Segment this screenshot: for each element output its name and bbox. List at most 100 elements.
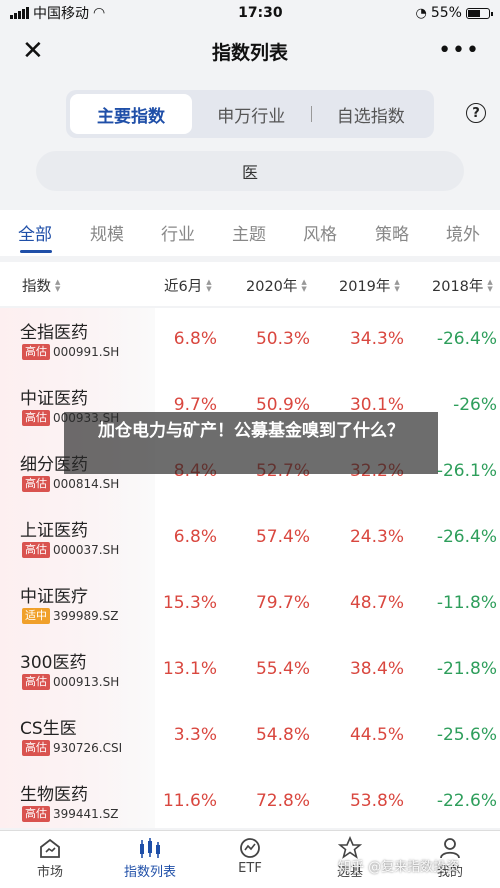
- tab-profile-label: 我的: [436, 865, 463, 880]
- return-2018: -21.8%: [436, 659, 497, 679]
- row-name-cell: CS生医 高估 930726.CSI: [0, 704, 155, 770]
- table-row[interactable]: 生物医药 高估 399441.SZ 11.6% 72.8% 53.8% -22.6…: [0, 770, 500, 828]
- header-6m[interactable]: 近6月 ▲ ▼: [164, 275, 212, 296]
- index-code: 399441.SZ: [53, 807, 119, 821]
- return-2020: 50.9%: [255, 395, 310, 415]
- tab-overseas[interactable]: 境外: [446, 225, 480, 245]
- tab-scale[interactable]: 规模: [90, 225, 124, 245]
- alarm-icon: ◔: [415, 5, 427, 21]
- row-name-cell: 中证医疗 适中 399989.SZ: [0, 572, 155, 638]
- wifi-icon: ◠: [93, 5, 106, 21]
- header-2020[interactable]: 2020年 ▲ ▼: [246, 275, 307, 296]
- sort-icon: ▲ ▼: [487, 277, 493, 293]
- return-2018: -25.6%: [436, 725, 497, 745]
- table-row[interactable]: 中证医疗 适中 399989.SZ 15.3% 79.7% 48.7% -11.8…: [0, 572, 500, 638]
- segment-sw-industry[interactable]: 申万行业: [217, 106, 286, 127]
- nav-bar: ✕ 指数列表 •••: [0, 26, 500, 76]
- return-2018: -26.1%: [436, 461, 497, 481]
- valuation-badge: 高估: [22, 806, 50, 822]
- sort-icon: ▲ ▼: [301, 277, 307, 293]
- row-values: 13.1% 55.4% 38.4% -21.8%: [155, 638, 500, 704]
- sort-icon: ▲ ▼: [55, 277, 61, 293]
- tab-index-list[interactable]: 指数列表: [110, 835, 190, 880]
- index-table: 全指医药 高估 000991.SH 6.8% 50.3% 34.3% -26.4%…: [0, 308, 500, 828]
- clock: 17:30: [238, 5, 283, 21]
- valuation-badge: 高估: [22, 542, 50, 558]
- index-type-switch: 主要指数 申万行业 自选指数: [66, 90, 434, 138]
- more-icon[interactable]: •••: [438, 38, 480, 63]
- table-row[interactable]: CS生医 高估 930726.CSI 3.3% 54.8% 44.5% -25.6…: [0, 704, 500, 770]
- index-name: CS生医: [20, 719, 77, 739]
- fund-pick-icon: [338, 835, 362, 861]
- tab-profile[interactable]: 我的: [410, 835, 490, 880]
- index-code: 000913.SH: [53, 675, 120, 689]
- header-2019[interactable]: 2019年 ▲ ▼: [339, 275, 400, 296]
- tab-all[interactable]: 全部: [18, 225, 52, 245]
- row-name-cell: 全指医药 高估 000991.SH: [0, 308, 155, 374]
- tab-market[interactable]: 市场: [10, 835, 90, 880]
- row-values: 6.8% 57.4% 24.3% -26.4%: [155, 506, 500, 572]
- table-row[interactable]: 全指医药 高估 000991.SH 6.8% 50.3% 34.3% -26.4%: [0, 308, 500, 374]
- valuation-badge: 高估: [22, 476, 50, 492]
- valuation-badge: 适中: [22, 608, 50, 624]
- header-2018[interactable]: 2018年 ▲ ▼: [432, 275, 493, 296]
- index-name: 全指医药: [20, 323, 88, 343]
- table-header: 指数 ▲ ▼ 近6月 ▲ ▼ 2020年 ▲ ▼ 2019年 ▲ ▼ 2018年 ▲ ▼: [0, 262, 500, 306]
- tab-index-list-label: 指数列表: [123, 865, 176, 880]
- segment-divider: [310, 106, 312, 122]
- tab-theme[interactable]: 主题: [232, 225, 266, 245]
- search-value: 医: [241, 163, 258, 182]
- help-icon[interactable]: ?: [466, 103, 486, 123]
- header-index[interactable]: 指数 ▲ ▼: [22, 275, 60, 296]
- valuation-badge: 高估: [22, 740, 50, 756]
- profile-icon: [438, 835, 462, 861]
- return-2019: 44.5%: [349, 725, 404, 745]
- tab-style[interactable]: 风格: [303, 225, 337, 245]
- return-2019: 38.4%: [349, 659, 404, 679]
- table-row[interactable]: 300医药 高估 000913.SH 13.1% 55.4% 38.4% -21.…: [0, 638, 500, 704]
- header-6m-label: 近6月: [164, 279, 203, 295]
- tab-etf-label: ETF: [238, 861, 262, 876]
- category-tabs: 全部 规模 行业 主题 风格 策略 境外: [0, 210, 500, 256]
- return-6m: 6.8%: [173, 329, 217, 349]
- valuation-badge: 高估: [22, 410, 50, 426]
- return-2018: -26.4%: [436, 329, 497, 349]
- market-icon: [38, 835, 62, 861]
- battery-percent: 55%: [430, 5, 462, 21]
- battery-icon: [465, 7, 493, 19]
- return-2020: 72.8%: [255, 791, 310, 811]
- tab-industry[interactable]: 行业: [161, 225, 195, 245]
- header-2018-label: 2018年: [432, 279, 484, 295]
- index-code: 000991.SH: [53, 345, 120, 359]
- tab-etf[interactable]: ETF: [210, 835, 290, 876]
- tab-strategy[interactable]: 策略: [375, 225, 409, 245]
- search-input[interactable]: 医: [36, 151, 464, 191]
- sort-icon: ▲ ▼: [206, 277, 212, 293]
- table-row[interactable]: 上证医药 高估 000037.SH 6.8% 57.4% 24.3% -26.4%: [0, 506, 500, 572]
- page-title: 指数列表: [211, 41, 288, 64]
- return-6m: 6.8%: [173, 527, 217, 547]
- return-6m: 3.3%: [173, 725, 217, 745]
- tab-fund-pick[interactable]: 选基: [310, 835, 390, 880]
- return-2020: 57.4%: [255, 527, 310, 547]
- index-name: 上证医药: [20, 521, 88, 541]
- return-2019: 34.3%: [349, 329, 404, 349]
- index-code: 930726.CSI: [53, 741, 123, 755]
- carrier-label: 中国移动: [33, 6, 89, 22]
- return-6m: 11.6%: [162, 791, 217, 811]
- return-2020: 55.4%: [255, 659, 310, 679]
- return-6m: 15.3%: [162, 593, 217, 613]
- tab-fund-pick-label: 选基: [336, 865, 363, 880]
- return-2018: -22.6%: [436, 791, 497, 811]
- row-name-cell: 300医药 高估 000913.SH: [0, 638, 155, 704]
- close-icon[interactable]: ✕: [22, 36, 44, 66]
- valuation-badge: 高估: [22, 674, 50, 690]
- status-bar: 中国移动 ◠ 17:30 ◔ 55%: [0, 0, 500, 26]
- headline-overlay[interactable]: 加仓电力与矿产！公募基金嗅到了什么？: [64, 412, 438, 474]
- segment-main-index[interactable]: 主要指数: [70, 94, 192, 134]
- return-2020: 50.3%: [255, 329, 310, 349]
- index-name: 生物医药: [20, 785, 88, 805]
- sort-icon: ▲ ▼: [394, 277, 400, 293]
- row-values: 15.3% 79.7% 48.7% -11.8%: [155, 572, 500, 638]
- segment-watchlist[interactable]: 自选指数: [336, 106, 405, 127]
